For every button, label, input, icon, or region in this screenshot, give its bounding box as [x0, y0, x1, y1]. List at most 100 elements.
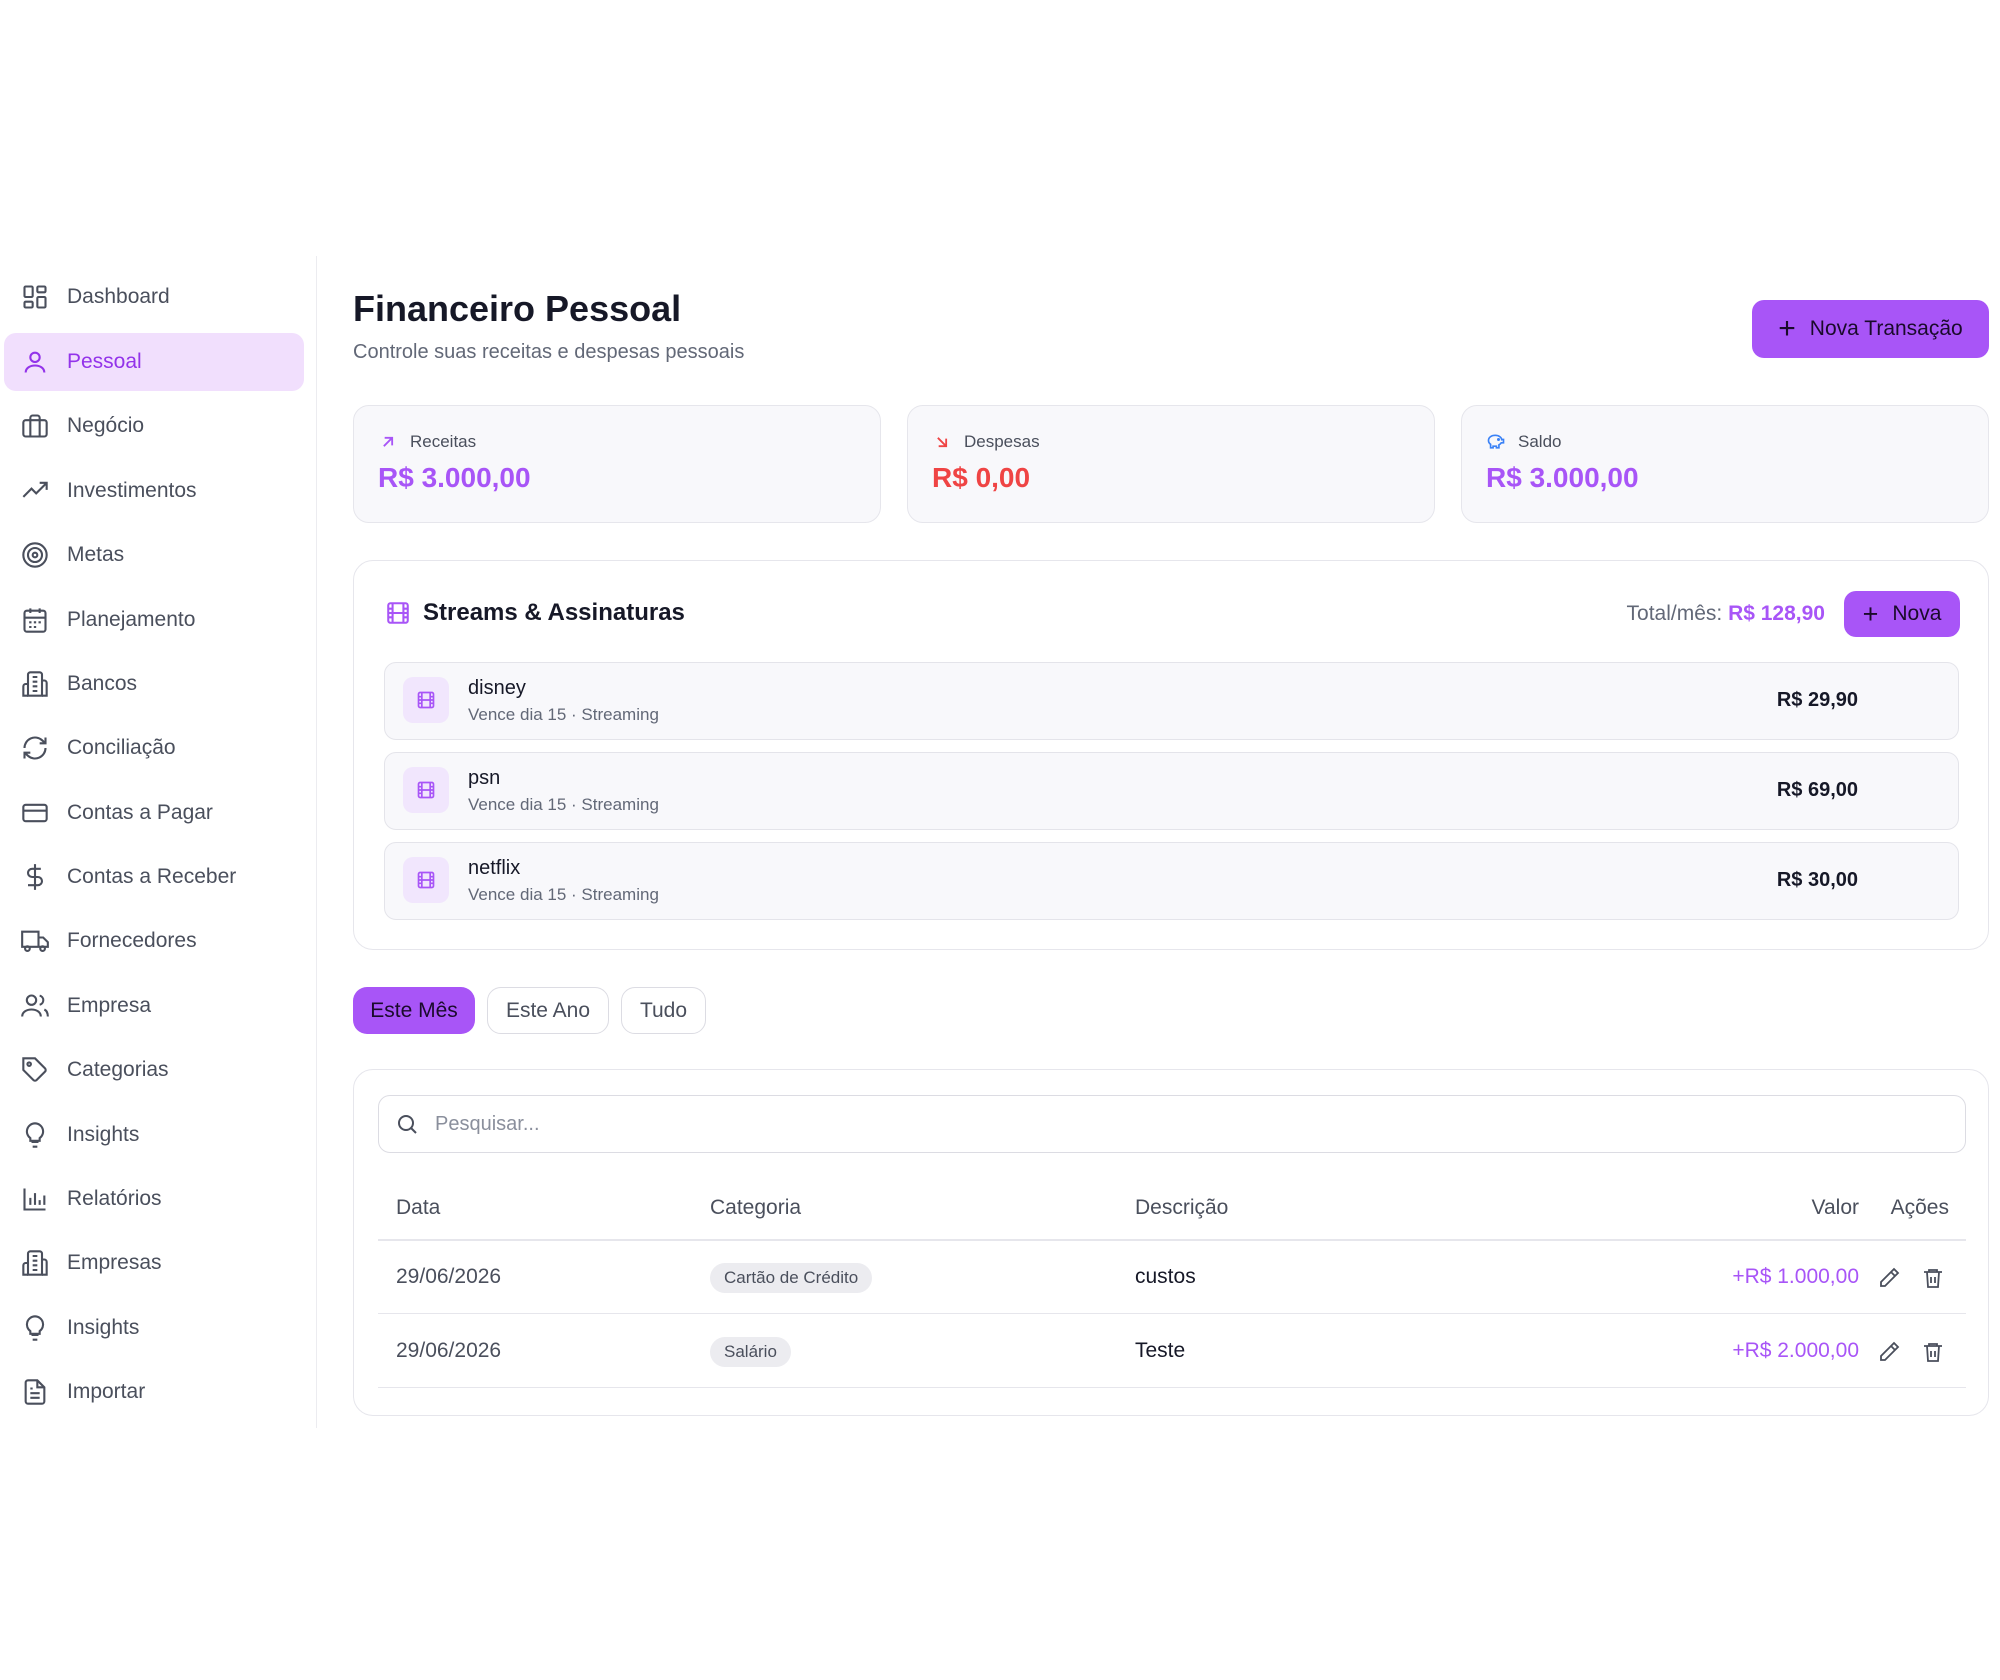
- subscription-item[interactable]: netflix Vence dia 15 · Streaming R$ 30,0…: [384, 842, 1959, 920]
- sidebar-item-conciliacao[interactable]: Conciliação: [4, 719, 304, 777]
- sidebar-item-fornecedores[interactable]: Fornecedores: [4, 912, 304, 970]
- sidebar-item-label: Empresas: [67, 1251, 162, 1274]
- expenses-card-header: Despesas: [932, 432, 1040, 452]
- sidebar-item-pessoal[interactable]: Pessoal: [4, 333, 304, 391]
- row-divider: [378, 1387, 1966, 1388]
- sidebar-item-planejamento[interactable]: Planejamento: [4, 591, 304, 649]
- new-subscription-button[interactable]: + Nova: [1844, 591, 1960, 637]
- subscriptions-panel: Streams & Assinaturas Total/mês: R$ 128,…: [353, 560, 1989, 950]
- subscription-price: R$ 69,00: [1776, 779, 1858, 801]
- sidebar-item-label: Investimentos: [67, 479, 197, 502]
- balance-value: R$ 3.000,00: [1486, 462, 1639, 493]
- trash-icon[interactable]: [1921, 1266, 1945, 1290]
- sidebar-item-label: Planejamento: [67, 608, 196, 631]
- credit-card-icon: [21, 799, 49, 827]
- row-divider: [378, 1313, 1966, 1314]
- sidebar-item-label: Dashboard: [67, 285, 170, 308]
- piggy-bank-icon: [1486, 432, 1506, 452]
- sidebar-item-insights[interactable]: Insights: [4, 1106, 304, 1164]
- subscription-meta: Vence dia 15 · Streaming: [468, 885, 659, 904]
- row-date: 29/06/2026: [396, 1265, 502, 1288]
- page-title: Financeiro Pessoal: [353, 288, 682, 329]
- dollar-icon: [21, 863, 49, 891]
- new-subscription-label: Nova: [1892, 602, 1942, 625]
- column-header-category[interactable]: Categoria: [710, 1196, 802, 1219]
- sidebar-item-empresa[interactable]: Empresa: [4, 977, 304, 1035]
- subscription-meta: Vence dia 15 · Streaming: [468, 705, 659, 724]
- row-description: custos: [1135, 1265, 1196, 1288]
- page-subtitle: Controle suas receitas e despesas pessoa…: [353, 341, 745, 363]
- film-icon: [385, 600, 411, 626]
- sidebar-item-contas-a-receber[interactable]: Contas a Receber: [4, 848, 304, 906]
- sidebar-item-relatorios[interactable]: Relatórios: [4, 1170, 304, 1228]
- total-value: R$ 128,90: [1728, 602, 1825, 625]
- subscription-name: disney: [468, 677, 526, 699]
- income-label: Receitas: [410, 432, 477, 451]
- calendar-icon: [21, 606, 49, 634]
- edit-icon[interactable]: [1877, 1340, 1901, 1364]
- column-header-actions: Ações: [1890, 1196, 1949, 1219]
- trash-icon[interactable]: [1921, 1340, 1945, 1364]
- refresh-icon: [21, 734, 49, 762]
- row-description: Teste: [1135, 1339, 1186, 1362]
- sidebar-item-contas-a-pagar[interactable]: Contas a Pagar: [4, 784, 304, 842]
- sidebar-item-bancos[interactable]: Bancos: [4, 655, 304, 713]
- sidebar-item-importar[interactable]: Importar: [4, 1363, 304, 1421]
- film-icon: [403, 767, 449, 813]
- new-transaction-button[interactable]: + Nova Transação: [1752, 300, 1989, 358]
- tab-este-mes[interactable]: Este Mês: [353, 987, 475, 1034]
- film-icon: [403, 857, 449, 903]
- search-input[interactable]: [433, 1111, 1933, 1137]
- balance-label: Saldo: [1518, 432, 1562, 451]
- column-header-date[interactable]: Data: [396, 1196, 441, 1219]
- row-date: 29/06/2026: [396, 1339, 502, 1362]
- expenses-label: Despesas: [964, 432, 1040, 451]
- expenses-value: R$ 0,00: [932, 462, 1031, 493]
- sidebar-item-label: Contas a Receber: [67, 865, 237, 888]
- column-header-value[interactable]: Valor: [1811, 1196, 1859, 1219]
- tab-tudo[interactable]: Tudo: [621, 987, 706, 1034]
- sidebar-item-label: Bancos: [67, 672, 138, 695]
- search-bar[interactable]: [378, 1095, 1966, 1153]
- subscription-name: netflix: [468, 857, 521, 879]
- sidebar-item-label: Conciliação: [67, 736, 176, 759]
- sidebar-item-label: Negócio: [67, 414, 145, 437]
- transactions-panel: Data Categoria Descrição Valor Ações 29/…: [353, 1069, 1989, 1416]
- sidebar-item-label: Relatórios: [67, 1187, 162, 1210]
- tab-este-ano[interactable]: Este Ano: [487, 987, 609, 1034]
- column-header-description[interactable]: Descrição: [1135, 1196, 1229, 1219]
- sidebar-item-categorias[interactable]: Categorias: [4, 1041, 304, 1099]
- total-label: Total/mês:: [1626, 602, 1723, 625]
- users-icon: [21, 992, 49, 1020]
- subscription-price: R$ 30,00: [1776, 869, 1858, 891]
- new-transaction-label: Nova Transação: [1809, 317, 1963, 340]
- sidebar-item-dashboard[interactable]: Dashboard: [4, 268, 304, 326]
- truck-icon: [21, 927, 49, 955]
- expenses-card: Despesas R$ 0,00: [907, 405, 1435, 523]
- user-icon: [21, 348, 49, 376]
- sidebar-item-label: Insights: [67, 1316, 140, 1339]
- income-card-header: Receitas: [378, 432, 476, 452]
- arrow-up-right-icon: [378, 432, 398, 452]
- edit-icon[interactable]: [1877, 1266, 1901, 1290]
- sidebar-item-label: Insights: [67, 1123, 140, 1146]
- sidebar-item-investimentos[interactable]: Investimentos: [4, 462, 304, 520]
- subscription-item[interactable]: disney Vence dia 15 · Streaming R$ 29,90: [384, 662, 1959, 740]
- lightbulb-icon: [21, 1314, 49, 1342]
- sidebar-item-label: Fornecedores: [67, 929, 197, 952]
- sidebar-item-metas[interactable]: Metas: [4, 526, 304, 584]
- balance-card: Saldo R$ 3.000,00: [1461, 405, 1989, 523]
- sidebar-item-insights-2[interactable]: Insights: [4, 1299, 304, 1357]
- search-icon: [395, 1112, 419, 1136]
- subscription-name: psn: [468, 767, 501, 789]
- subscription-item[interactable]: psn Vence dia 15 · Streaming R$ 69,00: [384, 752, 1959, 830]
- sidebar-item-negocio[interactable]: Negócio: [4, 397, 304, 455]
- plus-icon: +: [1778, 312, 1796, 345]
- row-value: +R$ 1.000,00: [1732, 1265, 1859, 1288]
- table-divider: [378, 1239, 1966, 1241]
- subscriptions-header: Streams & Assinaturas: [385, 599, 685, 627]
- category-badge: Cartão de Crédito: [710, 1263, 873, 1293]
- sidebar-item-label: Categorias: [67, 1058, 169, 1081]
- sidebar-item-label: Importar: [67, 1380, 146, 1403]
- sidebar-item-empresas[interactable]: Empresas: [4, 1234, 304, 1292]
